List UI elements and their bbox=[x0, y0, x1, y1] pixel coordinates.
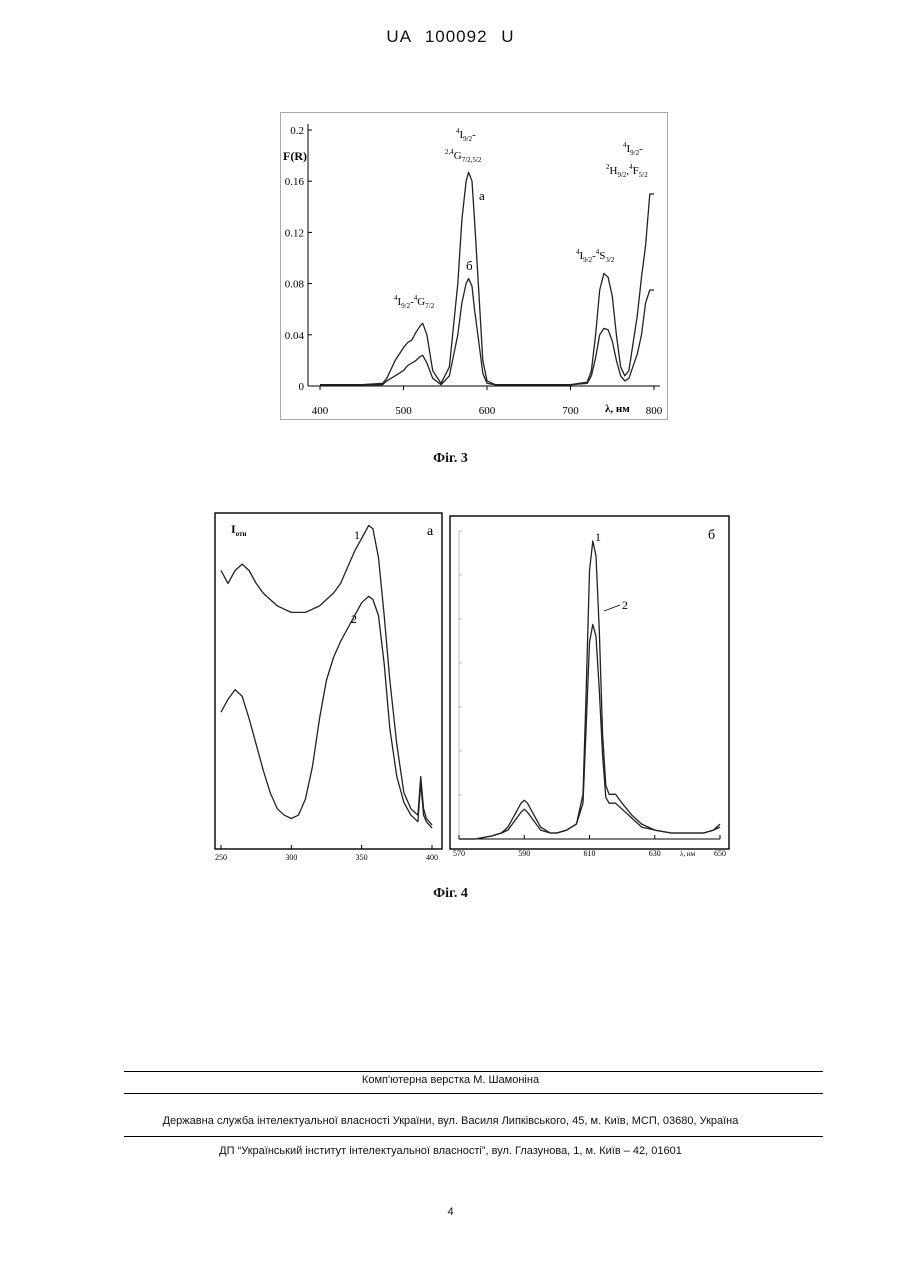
fig4b-x-tick-label: 630 bbox=[649, 849, 661, 858]
fig3-y-tick-label: 0.2 bbox=[290, 125, 304, 137]
fig4b-series-1-line bbox=[459, 541, 720, 839]
fig4a-series-1-line bbox=[221, 525, 432, 825]
fig3-transition-label-4a: 4I9/2- bbox=[623, 141, 643, 157]
footer-agency: Державна служба інтелектуальної власност… bbox=[0, 1115, 901, 1127]
fig3-transition-label-3: 4I9/2-4S3/2 bbox=[576, 248, 615, 264]
fig4b-series-2-line bbox=[459, 624, 720, 839]
footer-rule-1 bbox=[124, 1071, 823, 1072]
fig4b-curve2-label: 2 bbox=[622, 598, 628, 612]
fig4a-y-label: Iотн bbox=[231, 522, 247, 538]
fig4a-x-tick-label: 400 bbox=[426, 853, 438, 862]
fig3-x-unit-label: λ, нм bbox=[605, 403, 630, 415]
fig3-transition-label-1: 4I9/2-4G7/2 bbox=[394, 294, 435, 310]
footer-rule-2 bbox=[124, 1093, 823, 1094]
fig3-transition-label-2a: 4I9/2- bbox=[456, 127, 476, 143]
fig4b-x-tick-label: 590 bbox=[518, 849, 530, 858]
fig4-caption: Фіг. 4 bbox=[0, 886, 901, 902]
page-number: 4 bbox=[0, 1206, 901, 1218]
fig3-caption: Фіг. 3 bbox=[0, 451, 901, 467]
fig3-x-tick-label: 700 bbox=[562, 405, 579, 417]
patent-number: UA 100092 U bbox=[0, 27, 901, 47]
fig3-y-tick-label: 0.08 bbox=[285, 279, 305, 291]
fig3-curve-a-label: а bbox=[479, 188, 485, 203]
fig4b-curve2-pointer bbox=[604, 605, 620, 611]
fig3-curve-b-label: б bbox=[466, 258, 473, 273]
fig4a-curve2-label: 2 bbox=[351, 612, 357, 626]
fig3-y-label: F(R) bbox=[283, 149, 307, 163]
footer-institute: ДП “Український інститут інтелектуальної… bbox=[0, 1145, 901, 1157]
fig4a-x-tick-label: 300 bbox=[285, 853, 297, 862]
fig3-x-tick-label: 600 bbox=[479, 405, 496, 417]
fig3-y-tick-label: 0.04 bbox=[285, 330, 305, 342]
fig3-x-tick-label: 400 bbox=[312, 405, 329, 417]
fig3-series-a-line bbox=[320, 172, 654, 385]
fig4a-curve1-label: 1 bbox=[354, 528, 360, 542]
fig3-x-tick-label: 800 bbox=[646, 405, 663, 417]
footer-layout-credit: Комп'ютерна верстка М. Шамоніна bbox=[0, 1074, 901, 1086]
fig3-transition-label-4b: 2H9/2,4F5/2 bbox=[606, 163, 648, 179]
fig3-y-tick-label: 0 bbox=[299, 381, 305, 393]
fig4a-series-2-line bbox=[221, 596, 432, 828]
footer-rule-3 bbox=[124, 1136, 823, 1137]
fig4b-x-tick-label: 610 bbox=[584, 849, 596, 858]
fig3-series-b-line bbox=[320, 279, 654, 385]
fig4b-curve1-label: 1 bbox=[595, 530, 601, 544]
fig4b-x-tick-label: 570 bbox=[453, 849, 465, 858]
fig4a-frame bbox=[215, 513, 442, 849]
fig4a-chart: 250 300 350 400 Iотн а 1 2 bbox=[213, 511, 444, 864]
fig4b-chart: 570 590 610 630 650 б 1 2 λ, нм bbox=[448, 511, 733, 864]
fig3-y-tick-label: 0.16 bbox=[285, 176, 305, 188]
fig3-x-tick-label: 500 bbox=[395, 405, 412, 417]
fig3-transition-label-2b: 2,4G7/2,5/2 bbox=[445, 148, 482, 164]
fig4b-x-tick-label: 650 bbox=[714, 849, 726, 858]
fig4a-x-tick-label: 250 bbox=[215, 853, 227, 862]
fig3-y-tick-label: 0.12 bbox=[285, 227, 304, 239]
fig3-chart: 0 0.04 0.08 0.12 0.16 0.2 400 500 600 700 800 F(R… bbox=[280, 112, 668, 420]
fig4a-panel-letter: а bbox=[427, 524, 434, 539]
fig4a-x-tick-label: 350 bbox=[356, 853, 368, 862]
fig4b-panel-letter: б bbox=[708, 528, 715, 543]
fig4b-x-unit-label: λ, нм bbox=[680, 850, 696, 858]
